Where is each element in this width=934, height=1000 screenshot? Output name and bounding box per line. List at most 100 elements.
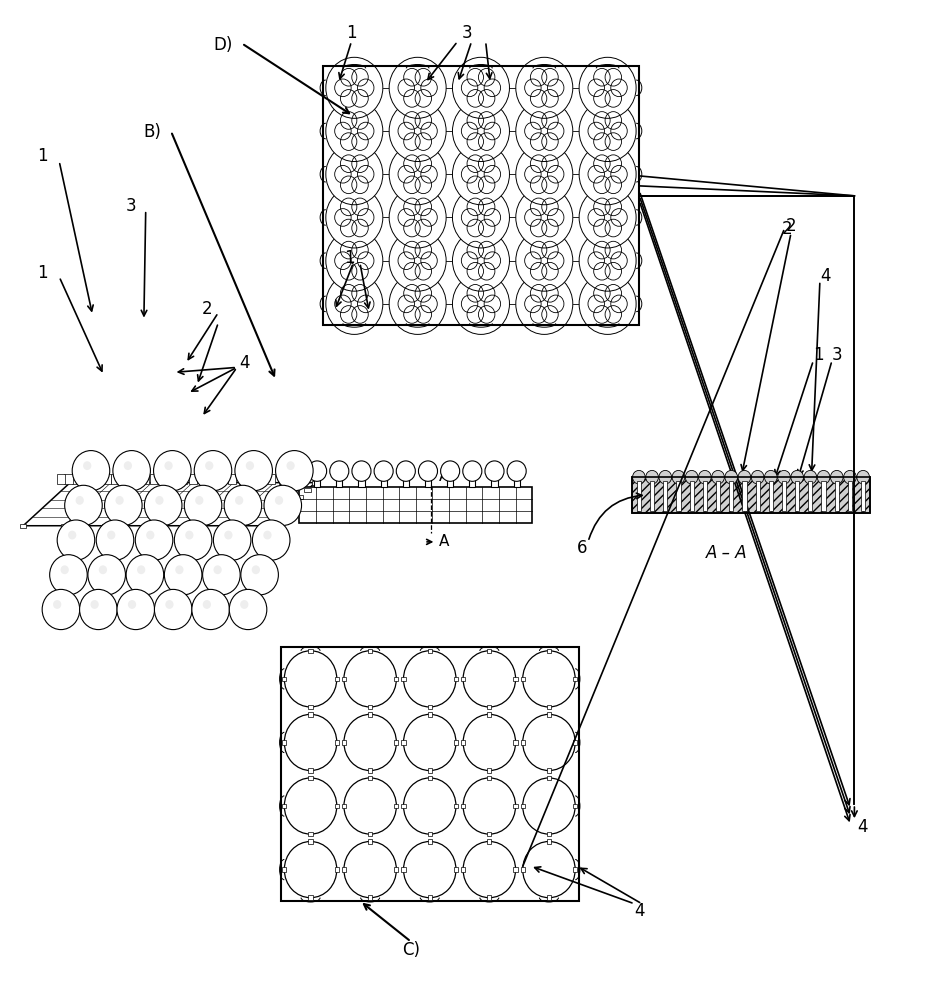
Circle shape	[403, 842, 456, 898]
Bar	[368, 895, 373, 900]
Bar	[282, 867, 287, 872]
Circle shape	[579, 144, 636, 205]
Circle shape	[175, 520, 212, 560]
Bar	[334, 867, 339, 872]
Text: 3: 3	[461, 24, 473, 42]
Bar	[425, 471, 432, 487]
Bar	[428, 776, 432, 780]
Circle shape	[389, 144, 446, 205]
Bar	[822, 481, 826, 511]
Circle shape	[284, 842, 337, 898]
Circle shape	[229, 589, 267, 630]
Bar	[514, 471, 519, 487]
Circle shape	[263, 531, 272, 539]
Bar	[267, 474, 276, 484]
Circle shape	[164, 461, 173, 470]
Circle shape	[830, 470, 843, 484]
Circle shape	[725, 470, 738, 484]
Circle shape	[523, 778, 575, 834]
Circle shape	[659, 470, 672, 484]
Circle shape	[389, 273, 446, 334]
Text: 3: 3	[832, 346, 842, 364]
Bar	[265, 524, 272, 528]
Circle shape	[326, 57, 383, 118]
Bar	[547, 839, 551, 844]
Circle shape	[516, 101, 573, 162]
Bar	[447, 471, 453, 487]
Bar	[334, 804, 339, 808]
Circle shape	[516, 230, 573, 291]
Bar	[224, 524, 231, 528]
Circle shape	[164, 555, 202, 595]
Bar	[520, 677, 525, 681]
Circle shape	[403, 651, 456, 707]
Circle shape	[50, 555, 87, 595]
Circle shape	[96, 520, 134, 560]
Bar	[428, 705, 432, 709]
Circle shape	[165, 600, 174, 609]
Bar	[183, 524, 190, 528]
Circle shape	[632, 470, 645, 484]
Bar	[143, 524, 149, 528]
Circle shape	[224, 485, 262, 525]
Bar	[141, 474, 149, 484]
Circle shape	[389, 230, 446, 291]
Bar	[676, 481, 681, 511]
Circle shape	[79, 589, 117, 630]
Bar	[428, 839, 432, 844]
Bar	[209, 474, 218, 484]
Circle shape	[452, 144, 509, 205]
Bar	[547, 649, 551, 653]
Bar	[835, 481, 839, 511]
Circle shape	[699, 470, 711, 484]
Bar	[359, 471, 364, 487]
Circle shape	[579, 187, 636, 248]
Circle shape	[764, 470, 777, 484]
Bar	[20, 524, 26, 528]
Bar	[169, 474, 177, 484]
Circle shape	[579, 101, 636, 162]
Circle shape	[76, 496, 84, 505]
Bar	[296, 495, 303, 499]
Bar	[573, 677, 577, 681]
Bar	[342, 677, 346, 681]
Bar	[514, 740, 517, 745]
Circle shape	[145, 485, 182, 525]
Text: 1: 1	[36, 147, 48, 165]
Text: A: A	[439, 534, 449, 549]
Bar	[368, 768, 373, 773]
Circle shape	[224, 531, 233, 539]
Text: 4: 4	[857, 818, 868, 836]
Bar	[342, 740, 346, 745]
Circle shape	[326, 144, 383, 205]
Circle shape	[99, 565, 107, 574]
Bar	[290, 474, 299, 484]
Circle shape	[185, 531, 193, 539]
Bar	[368, 839, 373, 844]
Text: 2: 2	[202, 300, 212, 318]
Bar	[281, 647, 579, 901]
Circle shape	[275, 496, 283, 505]
Bar	[255, 474, 263, 484]
Text: C): C)	[403, 941, 420, 959]
Circle shape	[284, 714, 337, 771]
Bar	[206, 474, 215, 484]
Bar	[394, 677, 399, 681]
Circle shape	[155, 496, 163, 505]
Text: 4: 4	[634, 902, 645, 920]
Bar	[729, 481, 733, 511]
Bar	[756, 481, 759, 511]
Circle shape	[462, 461, 482, 481]
Circle shape	[330, 461, 348, 481]
Circle shape	[507, 461, 526, 481]
Bar	[120, 474, 128, 484]
Circle shape	[516, 57, 573, 118]
Bar	[149, 474, 158, 484]
Circle shape	[113, 451, 150, 491]
Bar	[72, 474, 80, 484]
Circle shape	[463, 714, 516, 771]
Circle shape	[72, 451, 110, 491]
Circle shape	[124, 461, 132, 470]
Circle shape	[240, 600, 248, 609]
Bar	[308, 705, 313, 709]
